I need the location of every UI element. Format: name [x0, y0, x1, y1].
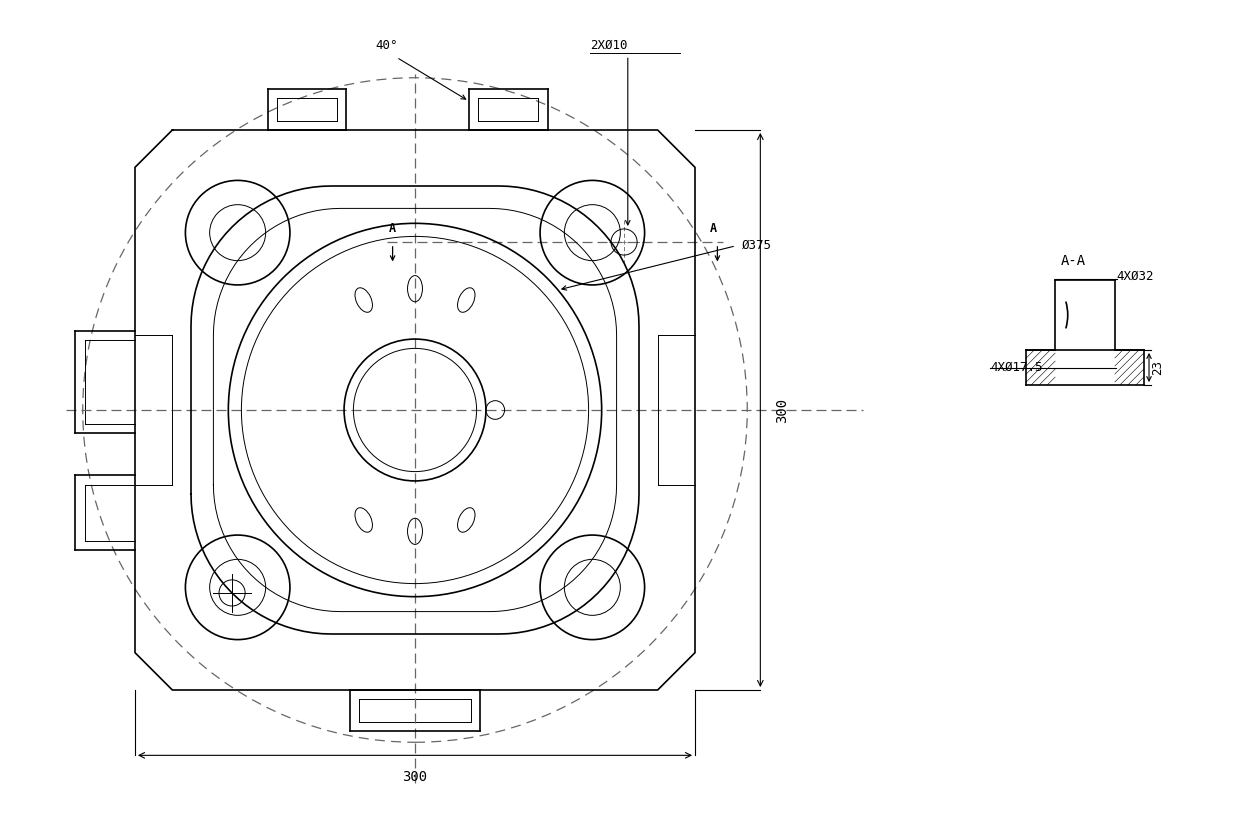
Text: A: A: [389, 221, 396, 235]
Text: 4XØ17.5: 4XØ17.5: [990, 361, 1042, 374]
Text: 2XØ10: 2XØ10: [590, 38, 627, 52]
Text: A-A: A-A: [1061, 254, 1087, 268]
Text: 40°: 40°: [375, 38, 398, 52]
Text: 23: 23: [1151, 360, 1163, 375]
Text: 300: 300: [403, 770, 427, 784]
Text: 300: 300: [776, 397, 789, 423]
Text: Ø375: Ø375: [742, 240, 772, 252]
Text: A: A: [710, 221, 718, 235]
Text: 4XØ32: 4XØ32: [1116, 271, 1155, 283]
